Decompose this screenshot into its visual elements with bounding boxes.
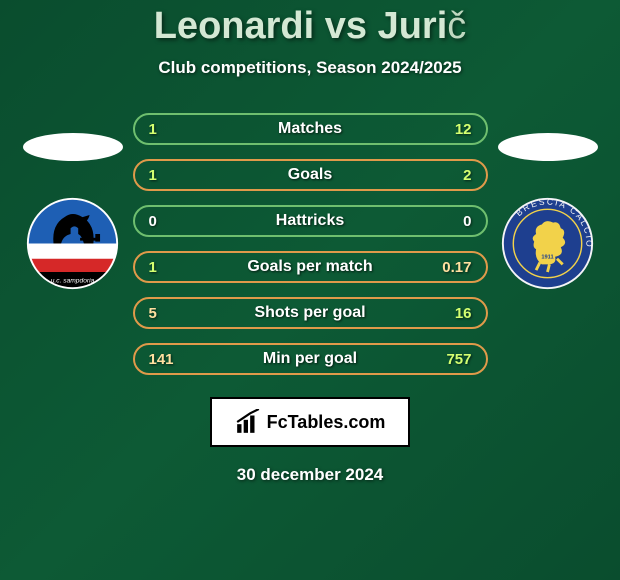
chart-icon [235,409,261,435]
stat-right-value: 16 [455,305,472,322]
right-player-placeholder [498,133,598,161]
title-left: Leonardi [154,5,314,47]
stat-left-value: 1 [149,121,157,138]
stat-row-min-per-goal: 141 Min per goal 757 [133,343,488,375]
subtitle: Club competitions, Season 2024/2025 [158,58,461,78]
title-mid: vs [314,5,377,47]
sampdoria-crest-svg: u.c. sampdoria [25,196,120,291]
stat-row-hattricks: 0 Hattricks 0 [133,205,488,237]
stat-right-value: 757 [446,351,471,368]
crest-left-text: u.c. sampdoria [51,277,95,284]
stat-right-value: 12 [455,121,472,138]
stat-label: Goals per match [247,258,372,276]
page-title: Leonardi vs Jurič [154,5,467,48]
stat-label: Matches [278,120,342,138]
stat-left-value: 0 [149,213,157,230]
title-special-char: č [447,5,466,47]
stat-right-value: 0.17 [442,259,471,276]
stat-left-value: 141 [149,351,174,368]
stat-left-value: 5 [149,305,157,322]
stat-row-goals-per-match: 1 Goals per match 0.17 [133,251,488,283]
left-column: u.c. sampdoria [13,113,133,291]
stats-column: 1 Matches 12 1 Goals 2 0 Hattricks 0 1 Goals per m… [133,113,488,375]
title-right: Juri [378,5,448,47]
fctables-logo-text: FcTables.com [267,412,386,433]
stat-left-value: 1 [149,259,157,276]
stat-label: Shots per goal [254,304,365,322]
comparison-date: 30 december 2024 [237,465,384,485]
stat-label: Goals [288,166,332,184]
right-club-crest: BRESCIA CALCIO 1911 [500,196,595,291]
stat-right-value: 0 [463,213,471,230]
left-player-placeholder [23,133,123,161]
left-club-crest: u.c. sampdoria [25,196,120,291]
stat-row-matches: 1 Matches 12 [133,113,488,145]
fctables-logo-box: FcTables.com [210,397,410,447]
stat-label: Min per goal [263,350,357,368]
stat-row-goals: 1 Goals 2 [133,159,488,191]
brescia-crest-svg: BRESCIA CALCIO 1911 [500,196,595,291]
stat-row-shots-per-goal: 5 Shots per goal 16 [133,297,488,329]
stat-label: Hattricks [276,212,344,230]
right-column: BRESCIA CALCIO 1911 [488,113,608,291]
crest-right-year: 1911 [541,255,553,261]
main-row: u.c. sampdoria 1 Matches 12 1 Goals 2 0 Hattric… [0,113,620,375]
stat-left-value: 1 [149,167,157,184]
stat-right-value: 2 [463,167,471,184]
